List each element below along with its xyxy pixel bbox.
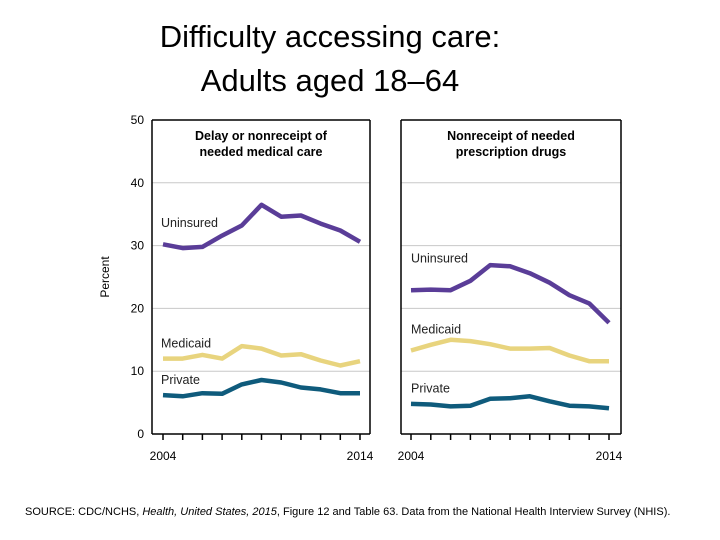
panel-title: prescription drugs bbox=[456, 145, 566, 159]
y-tick-label: 50 bbox=[131, 113, 145, 127]
series-label: Private bbox=[411, 382, 450, 396]
slide-title-line-2: Adults aged 18–64 bbox=[200, 63, 460, 98]
y-tick-label: 40 bbox=[131, 176, 145, 190]
panel-title: Nonreceipt of needed bbox=[447, 129, 575, 143]
source-note: SOURCE: CDC/NCHS, Health, United States,… bbox=[25, 506, 705, 519]
panel-title: needed medical care bbox=[200, 145, 323, 159]
x-tick-label: 2004 bbox=[398, 449, 425, 463]
series-line-uninsured bbox=[410, 262, 611, 325]
series-label: Medicaid bbox=[411, 323, 461, 337]
series-label: Uninsured bbox=[161, 216, 218, 230]
series-line-private bbox=[410, 394, 610, 411]
x-tick-label: 2014 bbox=[347, 449, 374, 463]
y-tick-label: 10 bbox=[131, 364, 145, 378]
series-line-medicaid bbox=[410, 337, 609, 364]
y-axis-label: Percent bbox=[98, 256, 112, 298]
y-tick-label: 30 bbox=[131, 239, 145, 253]
x-tick-label: 2014 bbox=[596, 449, 623, 463]
y-tick-label: 20 bbox=[131, 301, 145, 315]
series-label: Medicaid bbox=[161, 336, 211, 350]
source-prefix: SOURCE: CDC/NCHS, bbox=[25, 506, 143, 518]
series-label: Private bbox=[161, 373, 200, 387]
x-tick-label: 2004 bbox=[150, 449, 177, 463]
slide-title-line-1: Difficulty accessing care: bbox=[159, 19, 501, 54]
source-title: Health, United States, 2015 bbox=[142, 506, 277, 518]
panel-title: Delay or nonreceipt of bbox=[195, 129, 328, 143]
series-label: Uninsured bbox=[411, 252, 468, 266]
source-suffix: , Figure 12 and Table 63. Data from the … bbox=[276, 506, 671, 518]
y-tick-label: 0 bbox=[137, 427, 144, 441]
